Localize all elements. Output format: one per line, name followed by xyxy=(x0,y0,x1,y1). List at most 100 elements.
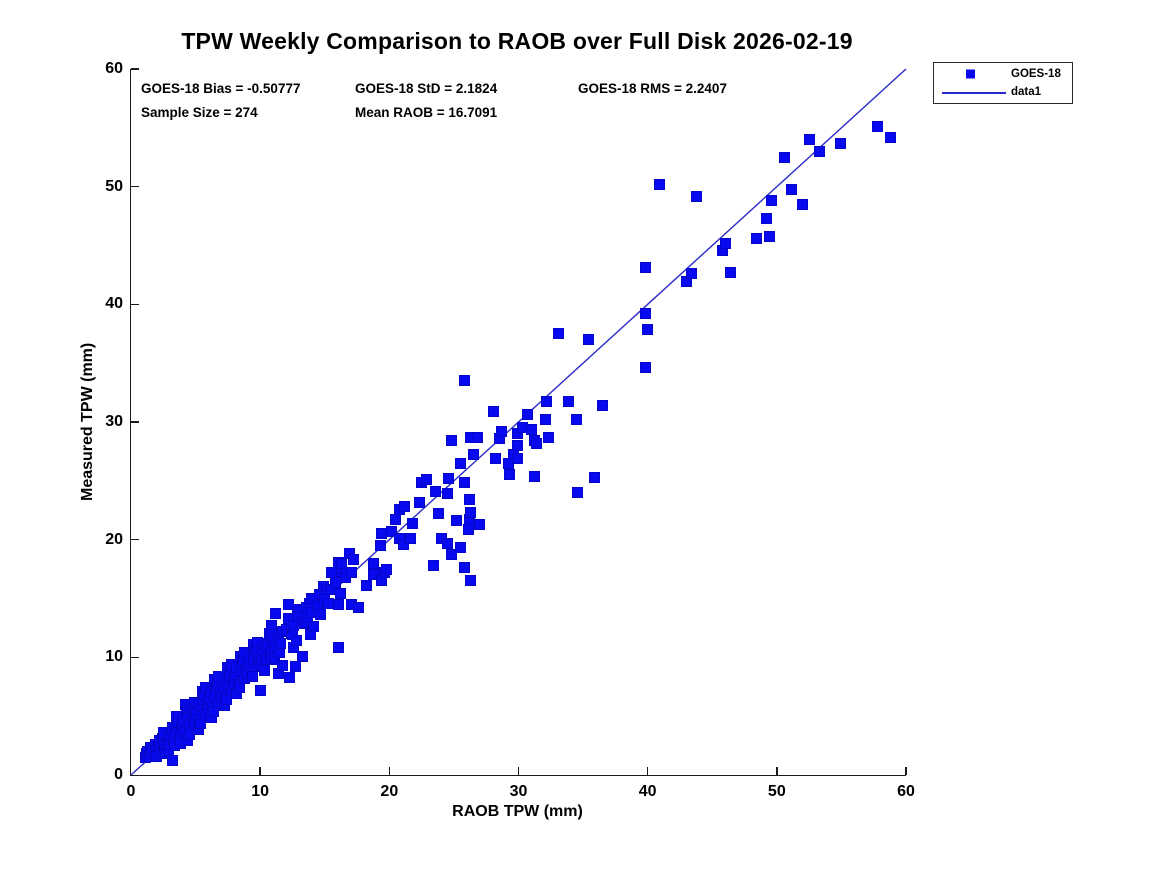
scatter-point xyxy=(441,488,453,500)
scatter-point xyxy=(157,727,169,739)
scatter-point xyxy=(221,694,233,706)
scatter-point xyxy=(255,660,267,672)
scatter-point xyxy=(451,515,462,527)
scatter-point xyxy=(146,744,158,756)
scatter-point xyxy=(204,693,216,705)
scatter-point xyxy=(308,594,320,606)
scatter-point xyxy=(292,603,304,615)
scatter-point xyxy=(432,508,444,520)
scatter-point xyxy=(458,375,470,387)
scatter-point xyxy=(502,457,514,469)
scatter-point xyxy=(639,308,651,320)
x-tick-label: 40 xyxy=(638,783,657,800)
scatter-point xyxy=(686,268,698,280)
scatter-point xyxy=(237,654,249,666)
x-tick xyxy=(388,767,391,775)
scatter-point xyxy=(284,671,296,683)
scatter-point xyxy=(199,689,211,701)
scatter-point xyxy=(262,641,274,653)
scatter-point xyxy=(458,476,470,488)
scatter-point xyxy=(336,565,348,577)
scatter-point xyxy=(360,580,372,592)
scatter-point xyxy=(724,267,736,279)
scatter-point xyxy=(257,644,269,656)
scatter-point xyxy=(166,722,178,734)
scatter-point xyxy=(553,328,565,340)
scatter-point xyxy=(398,538,410,550)
legend-label: data1 xyxy=(1011,86,1042,98)
y-tick xyxy=(131,303,139,306)
scatter-point xyxy=(511,428,523,440)
scatter-point xyxy=(421,474,433,486)
scatter-point xyxy=(314,589,326,601)
scatter-point xyxy=(201,698,213,710)
scatter-point xyxy=(222,677,234,689)
scatter-point xyxy=(250,642,262,654)
legend-label: GOES-18 xyxy=(1011,68,1061,80)
scatter-point xyxy=(234,682,245,694)
scatter-point xyxy=(346,567,358,579)
scatter-point xyxy=(249,647,261,659)
scatter-point xyxy=(254,684,266,696)
scatter-point xyxy=(223,670,235,682)
scatter-point xyxy=(280,623,292,635)
x-tick-label: 30 xyxy=(509,783,528,800)
y-tick-label: 60 xyxy=(105,60,123,77)
y-tick-label: 0 xyxy=(114,766,123,783)
scatter-point xyxy=(276,660,288,672)
scatter-point xyxy=(522,409,534,421)
scatter-point xyxy=(525,423,537,435)
scatter-point xyxy=(200,708,212,720)
scatter-point xyxy=(463,494,475,506)
scatter-point xyxy=(386,525,398,537)
y-tick xyxy=(131,185,139,188)
scatter-point xyxy=(813,145,825,157)
scatter-point xyxy=(270,608,282,620)
scatter-point xyxy=(329,576,341,588)
scatter-point xyxy=(293,610,305,622)
scatter-point xyxy=(288,642,300,654)
scatter-point xyxy=(266,629,278,641)
scatter-point xyxy=(268,653,280,664)
x-tick xyxy=(517,767,520,775)
scatter-point xyxy=(394,532,406,544)
scatter-point xyxy=(443,472,455,484)
x-tick-label: 20 xyxy=(380,783,399,800)
scatter-point xyxy=(376,528,388,540)
x-tick-label: 60 xyxy=(897,783,915,800)
scatter-point xyxy=(224,665,236,677)
scatter-point xyxy=(336,557,348,569)
scatter-point xyxy=(266,620,278,632)
scatter-point xyxy=(680,276,692,288)
y-tick xyxy=(131,656,139,659)
scatter-point xyxy=(488,405,500,417)
y-axis-title: Measured TPW (mm) xyxy=(79,342,96,502)
scatter-point xyxy=(872,121,884,133)
scatter-point xyxy=(571,414,583,426)
scatter-point xyxy=(214,687,226,699)
scatter-point xyxy=(302,611,314,623)
scatter-point xyxy=(307,621,319,633)
scatter-point xyxy=(719,237,731,249)
scatter-point xyxy=(217,681,229,693)
scatter-point xyxy=(381,563,393,575)
scatter-point xyxy=(596,400,608,412)
scatter-point xyxy=(231,688,243,700)
x-tick-label: 50 xyxy=(767,783,786,800)
scatter-point xyxy=(213,670,225,682)
scatter-point xyxy=(306,607,318,619)
y-tick xyxy=(131,421,139,423)
scatter-point xyxy=(166,755,178,767)
y-tick-label: 30 xyxy=(105,413,123,430)
scatter-point xyxy=(208,705,220,717)
scatter-point xyxy=(352,602,364,614)
scatter-point xyxy=(750,232,762,244)
scatter-point xyxy=(463,514,475,526)
scatter-point xyxy=(691,190,703,202)
scatter-point xyxy=(195,717,207,729)
scatter-point xyxy=(435,532,447,544)
scatter-point xyxy=(192,723,204,735)
scatter-point xyxy=(252,636,264,648)
scatter-point xyxy=(416,476,428,488)
